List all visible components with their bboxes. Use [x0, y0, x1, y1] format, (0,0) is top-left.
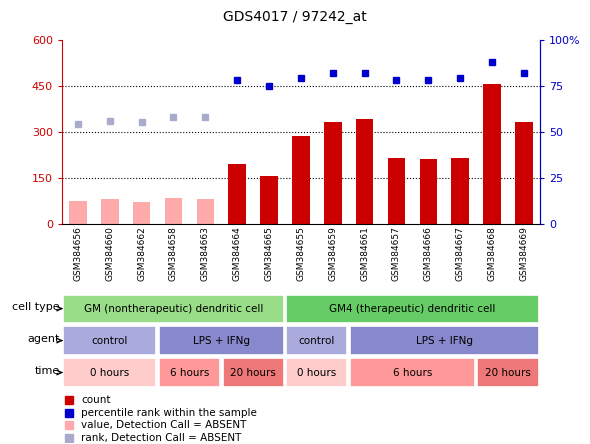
Text: control: control — [299, 336, 335, 345]
Text: count: count — [81, 395, 110, 405]
Bar — [350, 358, 475, 387]
Text: agent: agent — [27, 334, 60, 344]
Bar — [483, 84, 501, 224]
Bar — [286, 294, 539, 323]
Bar — [292, 136, 310, 224]
Text: GDS4017 / 97242_at: GDS4017 / 97242_at — [223, 10, 367, 24]
Bar — [477, 358, 539, 387]
Text: GM4 (therapeutic) dendritic cell: GM4 (therapeutic) dendritic cell — [329, 304, 496, 313]
Bar — [159, 358, 220, 387]
Bar — [419, 159, 437, 224]
Text: time: time — [34, 366, 60, 376]
Bar — [222, 358, 284, 387]
Bar — [228, 164, 246, 224]
Bar — [159, 326, 284, 355]
Text: 6 hours: 6 hours — [393, 368, 432, 377]
Text: 6 hours: 6 hours — [170, 368, 209, 377]
Text: GM (nontherapeutic) dendritic cell: GM (nontherapeutic) dendritic cell — [84, 304, 263, 313]
Bar — [286, 326, 348, 355]
Bar — [63, 294, 284, 323]
Bar — [196, 198, 214, 224]
Bar — [101, 199, 119, 224]
Bar — [451, 158, 469, 224]
Text: 20 hours: 20 hours — [485, 368, 531, 377]
Text: percentile rank within the sample: percentile rank within the sample — [81, 408, 257, 418]
Bar — [133, 202, 150, 224]
Bar — [260, 176, 278, 224]
Text: 20 hours: 20 hours — [230, 368, 276, 377]
Bar — [388, 158, 405, 224]
Bar — [63, 358, 156, 387]
Bar — [63, 326, 156, 355]
Text: 0 hours: 0 hours — [297, 368, 336, 377]
Text: control: control — [91, 336, 128, 345]
Bar — [165, 198, 182, 224]
Bar — [286, 358, 348, 387]
Bar — [350, 326, 539, 355]
Text: cell type: cell type — [12, 302, 60, 312]
Bar — [324, 123, 342, 224]
Bar — [515, 123, 533, 224]
Text: 0 hours: 0 hours — [90, 368, 129, 377]
Bar — [69, 201, 87, 224]
Text: rank, Detection Call = ABSENT: rank, Detection Call = ABSENT — [81, 433, 241, 443]
Text: LPS + IFNg: LPS + IFNg — [193, 336, 250, 345]
Bar — [356, 119, 373, 224]
Text: LPS + IFNg: LPS + IFNg — [416, 336, 473, 345]
Text: value, Detection Call = ABSENT: value, Detection Call = ABSENT — [81, 420, 247, 430]
